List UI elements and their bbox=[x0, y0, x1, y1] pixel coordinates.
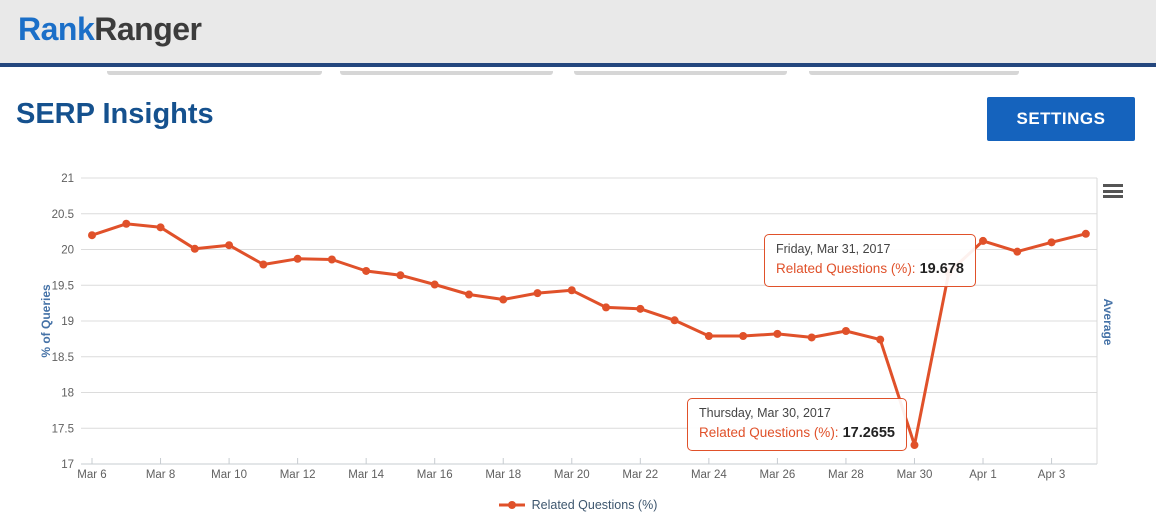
data-point-marker[interactable] bbox=[464, 290, 473, 299]
y-axis-title: % of Queries bbox=[39, 284, 53, 358]
data-point-marker[interactable] bbox=[979, 236, 988, 245]
y-tick-label: 19 bbox=[61, 316, 74, 328]
x-tick-label: Mar 12 bbox=[280, 469, 316, 481]
data-point-marker[interactable] bbox=[259, 260, 268, 269]
x-tick-label: Mar 24 bbox=[691, 469, 727, 481]
x-tick-label: Mar 10 bbox=[211, 469, 247, 481]
legend-label: Related Questions (%) bbox=[531, 498, 658, 512]
y-tick-label: 18 bbox=[61, 388, 74, 400]
hamburger-icon bbox=[1103, 189, 1123, 193]
tooltip-date: Friday, Mar 31, 2017 bbox=[776, 242, 891, 256]
tooltip-series-label: Related Questions (%): bbox=[776, 261, 916, 276]
x-tick-label: Mar 8 bbox=[146, 469, 175, 481]
y-tick-label: 17 bbox=[61, 459, 74, 471]
right-axis-title: Average bbox=[1101, 298, 1115, 346]
tooltip-date: Thursday, Mar 30, 2017 bbox=[699, 406, 831, 420]
nav-shadow-segment bbox=[574, 71, 787, 75]
x-tick-label: Mar 20 bbox=[554, 469, 590, 481]
logo-part-rank: Rank bbox=[18, 11, 95, 47]
tooltip-mar-30: Thursday, Mar 30, 2017 Related Questions… bbox=[687, 398, 907, 451]
data-point-marker[interactable] bbox=[190, 244, 199, 253]
data-point-marker[interactable] bbox=[807, 333, 816, 342]
y-tick-label: 17.5 bbox=[52, 423, 74, 435]
x-tick-label: Apr 1 bbox=[969, 469, 997, 481]
data-point-marker[interactable] bbox=[533, 289, 542, 298]
data-point-marker[interactable] bbox=[602, 303, 611, 312]
tooltip-series-label: Related Questions (%): bbox=[699, 425, 839, 440]
y-tick-label: 21 bbox=[61, 173, 74, 185]
chart-context-menu-button[interactable] bbox=[1103, 184, 1123, 201]
tooltip-mar-31: Friday, Mar 31, 2017 Related Questions (… bbox=[764, 234, 976, 287]
data-point-marker[interactable] bbox=[225, 241, 234, 250]
x-tick-label: Mar 26 bbox=[760, 469, 796, 481]
nav-shadow-segment bbox=[107, 71, 322, 75]
series-line bbox=[90, 222, 1088, 447]
y-tick-label: 20.5 bbox=[52, 209, 74, 221]
tooltip-value: 17.2655 bbox=[842, 425, 895, 441]
data-point-marker[interactable] bbox=[739, 332, 748, 341]
data-point-marker[interactable] bbox=[293, 254, 302, 263]
y-tick-label: 19.5 bbox=[52, 280, 74, 292]
x-tick-label: Mar 14 bbox=[348, 469, 384, 481]
data-point-marker[interactable] bbox=[88, 231, 96, 240]
hamburger-icon bbox=[1103, 195, 1123, 198]
data-point-marker[interactable] bbox=[1013, 247, 1022, 256]
data-point-marker[interactable] bbox=[910, 441, 919, 450]
data-point-marker[interactable] bbox=[704, 332, 713, 341]
tooltip-value: 19.678 bbox=[919, 261, 964, 277]
data-point-marker[interactable] bbox=[122, 219, 131, 228]
data-point-marker[interactable] bbox=[876, 335, 885, 344]
legend-item-related-questions[interactable]: Related Questions (%) bbox=[0, 498, 1156, 512]
data-point-marker[interactable] bbox=[156, 223, 165, 232]
y-tick-label: 20 bbox=[61, 245, 74, 257]
chart-svg[interactable]: 17 17.5 18 18.5 19 19.5 20 20.5 21 Mar 6 Mar 8 Mar … bbox=[0, 165, 1156, 525]
data-point-marker[interactable] bbox=[1047, 238, 1056, 247]
data-point-marker[interactable] bbox=[670, 316, 679, 325]
data-point-marker[interactable] bbox=[1081, 229, 1090, 238]
rankranger-logo[interactable]: RankRanger bbox=[18, 11, 202, 48]
data-point-marker[interactable] bbox=[841, 327, 850, 336]
data-point-marker[interactable] bbox=[362, 266, 371, 275]
hamburger-icon bbox=[1103, 184, 1123, 187]
logo-part-ranger: Ranger bbox=[94, 11, 202, 47]
x-tick-label: Mar 6 bbox=[77, 469, 106, 481]
data-point-marker[interactable] bbox=[430, 280, 439, 289]
serp-insights-chart[interactable]: 17 17.5 18 18.5 19 19.5 20 20.5 21 Mar 6 Mar 8 Mar … bbox=[0, 165, 1156, 525]
nav-shadow-segment bbox=[340, 71, 553, 75]
data-point-marker[interactable] bbox=[773, 329, 782, 338]
legend-line-marker-icon bbox=[498, 501, 525, 509]
y-tick-label: 18.5 bbox=[52, 352, 74, 364]
data-point-marker[interactable] bbox=[567, 286, 576, 295]
x-tick-label: Mar 16 bbox=[417, 469, 453, 481]
x-tick-label: Mar 28 bbox=[828, 469, 864, 481]
x-tick-label: Mar 30 bbox=[897, 469, 933, 481]
data-point-marker[interactable] bbox=[636, 304, 645, 313]
x-tick-label: Apr 3 bbox=[1038, 469, 1066, 481]
page-title: SERP Insights bbox=[16, 98, 214, 130]
site-header: RankRanger bbox=[0, 0, 1156, 67]
settings-button[interactable]: SETTINGS bbox=[987, 97, 1135, 141]
data-point-marker[interactable] bbox=[499, 295, 508, 304]
x-tick-label: Mar 22 bbox=[622, 469, 658, 481]
data-point-marker[interactable] bbox=[396, 271, 405, 280]
x-tick-label: Mar 18 bbox=[485, 469, 521, 481]
nav-shadow-segment bbox=[809, 71, 1019, 75]
data-point-marker[interactable] bbox=[327, 255, 336, 264]
